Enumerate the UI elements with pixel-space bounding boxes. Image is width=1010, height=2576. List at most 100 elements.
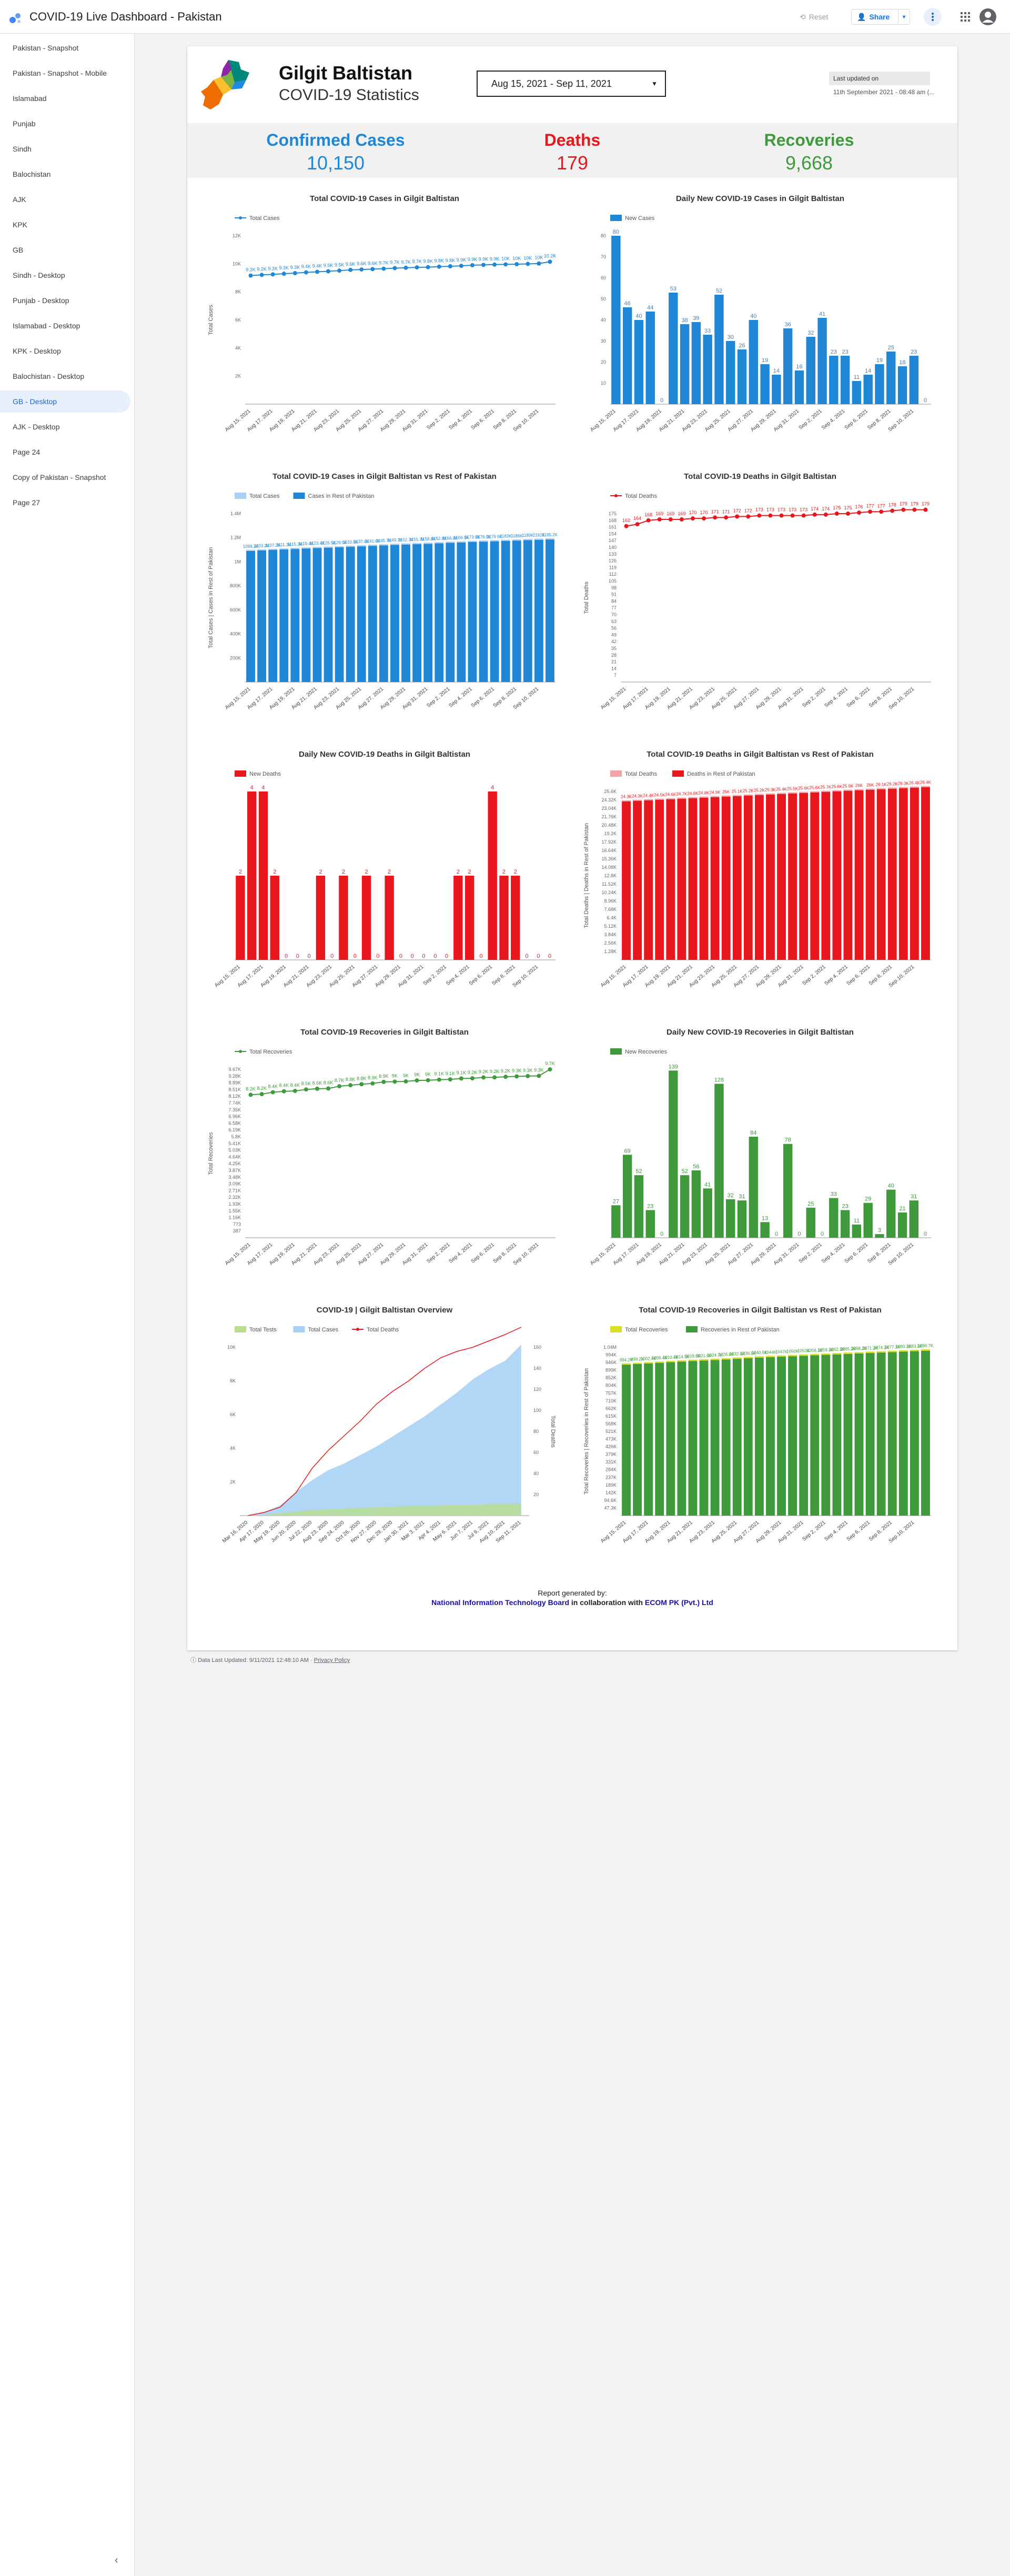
bar-label: 2 xyxy=(342,869,345,875)
more-options-icon[interactable] xyxy=(924,8,942,26)
last-updated-label: Last updated on xyxy=(829,72,930,85)
nav-item-copy-of-pakistan-snapshot[interactable]: Copy of Pakistan - Snapshot xyxy=(13,473,106,482)
nav-item-gb[interactable]: GB xyxy=(13,246,24,254)
data-label: 9.2K xyxy=(501,1068,511,1074)
recoveries-vs-rest-chart[interactable]: Total COVID-19 Recoveries in Gilgit Balt… xyxy=(579,1300,942,1563)
y-tick-label: 800K xyxy=(230,583,241,588)
y-tick-label: 119 xyxy=(609,565,617,570)
bar-rest xyxy=(699,1360,709,1516)
deaths-vs-rest-chart[interactable]: Total COVID-19 Deaths in Gilgit Baltista… xyxy=(579,744,942,1007)
date-range-control[interactable]: Aug 15, 2021 - Sep 11, 2021 ▼ xyxy=(477,71,666,97)
apps-grid-icon[interactable] xyxy=(956,8,974,26)
bar-label: 2 xyxy=(319,869,322,875)
total-recoveries-chart[interactable]: Total COVID-19 Recoveries in Gilgit Balt… xyxy=(203,1022,566,1285)
bar-label: 1062.1K xyxy=(829,1347,845,1352)
bar-region xyxy=(910,786,919,788)
reset-button[interactable]: ⟲ Reset xyxy=(794,9,839,25)
cases-vs-rest-chart[interactable]: Total COVID-19 Cases in Gilgit Baltistan… xyxy=(203,466,566,729)
bar-region xyxy=(379,544,388,546)
nav-item-ajk[interactable]: AJK xyxy=(13,195,26,204)
privacy-policy-link[interactable]: Privacy Policy xyxy=(314,1657,350,1663)
share-dropdown-chevron-icon[interactable]: ▾ xyxy=(898,9,910,24)
ecom-link[interactable]: ECOM PK (Pvt.) Ltd xyxy=(644,1598,713,1607)
legend-label: Total Tests xyxy=(249,1327,277,1333)
data-label: 177 xyxy=(877,503,885,508)
nav-item-islamabad-desktop[interactable]: Islamabad - Desktop xyxy=(13,322,80,330)
bar-label: 0 xyxy=(308,953,311,959)
nav-item-pakistan-snapshot[interactable]: Pakistan - Snapshot xyxy=(13,44,79,52)
nav-item-pakistan-snapshot-mobile[interactable]: Pakistan - Snapshot - Mobile xyxy=(13,69,107,77)
collapse-sidebar-chevron-icon[interactable]: ‹ xyxy=(115,2554,118,2566)
report-canvas: Gilgit Baltistan COVID-19 Statistics Aug… xyxy=(187,46,957,1650)
bar-label: 52 xyxy=(681,1168,688,1175)
bar-label: 40 xyxy=(635,313,642,319)
bar-region xyxy=(390,544,399,545)
bar-label: 1050K xyxy=(786,1349,799,1354)
series-line xyxy=(250,261,550,276)
x-tick-label: Sep 6, 2021 xyxy=(846,964,872,987)
nav-item-ajk-desktop[interactable]: AJK - Desktop xyxy=(13,423,60,431)
nav-item-kpk[interactable]: KPK xyxy=(13,220,28,229)
bar-rest xyxy=(401,544,410,682)
data-label: 9.1K xyxy=(434,1071,444,1077)
nav-item-punjab-desktop[interactable]: Punjab - Desktop xyxy=(13,296,69,305)
nav-item-page-27[interactable]: Page 27 xyxy=(13,498,41,507)
bar-label: 0 xyxy=(399,953,402,959)
nav-item-page-24[interactable]: Page 24 xyxy=(13,448,41,456)
bar-label: 1192K xyxy=(533,533,545,538)
nav-item-balochistan[interactable]: Balochistan xyxy=(13,170,51,178)
overview-chart[interactable]: COVID-19 | Gilgit Baltistan Overview Tota… xyxy=(203,1300,566,1563)
bar-label: 0 xyxy=(797,1231,801,1237)
data-point xyxy=(790,513,795,518)
bar-region xyxy=(876,1351,886,1353)
y-tick-label: 1.55K xyxy=(228,1208,241,1214)
bar-label: 1158.8K xyxy=(420,537,436,542)
bar-label: 1071.2K xyxy=(862,1346,878,1350)
data-point xyxy=(845,512,850,516)
x-tick-label: Sep 2, 2021 xyxy=(798,1242,824,1265)
nav-item-balochistan-desktop[interactable]: Balochistan - Desktop xyxy=(13,372,85,380)
share-button[interactable]: 👤 Share ▾ xyxy=(851,9,910,25)
bar-rest xyxy=(446,543,455,682)
data-label: 8.6K xyxy=(312,1080,322,1086)
bar-region xyxy=(732,1357,742,1359)
data-label: 173 xyxy=(800,507,807,513)
daily-cases-chart[interactable]: Daily New COVID-19 Cases in Gilgit Balti… xyxy=(579,188,942,452)
bar-label: 40 xyxy=(750,313,756,319)
cases-area xyxy=(248,1345,521,1516)
bar-label: 4 xyxy=(261,785,265,791)
legend-swatch xyxy=(610,1326,622,1332)
data-label: 9.7K xyxy=(390,260,400,265)
data-label: 8.2K xyxy=(246,1086,256,1091)
bar-label: 1006.4K xyxy=(652,1356,668,1360)
recoveries-scorecard: Recoveries 9,668 xyxy=(704,131,914,174)
data-point xyxy=(426,1078,430,1082)
data-point xyxy=(702,516,706,521)
nav-item-kpk-desktop[interactable]: KPK - Desktop xyxy=(13,347,61,355)
bar-label: 1032.8K xyxy=(729,1352,745,1357)
nitb-link[interactable]: National Information Technology Board xyxy=(431,1598,570,1607)
nav-item-gb-desktop[interactable]: GB - Desktop xyxy=(0,390,130,413)
y-tick-label: 126 xyxy=(609,558,617,564)
nav-item-islamabad[interactable]: Islamabad xyxy=(13,94,47,103)
y-tick-label: 7.74K xyxy=(228,1100,241,1106)
bar-region xyxy=(457,541,466,543)
data-label: 9.5K xyxy=(335,262,345,267)
total-cases-chart[interactable]: Total COVID-19 Cases in Gilgit Baltistan… xyxy=(203,188,566,452)
bar-label: 1169.9K xyxy=(453,536,469,540)
daily-recoveries-chart[interactable]: Daily New COVID-19 Recoveries in Gilgit … xyxy=(579,1022,942,1285)
looker-studio-logo-icon[interactable] xyxy=(8,11,22,27)
data-updated-text: Data Last Updated: 9/11/2021 12:48:10 AM xyxy=(198,1657,309,1663)
y-tick-label: 852K xyxy=(605,1375,617,1380)
nav-item-punjab[interactable]: Punjab xyxy=(13,119,36,128)
bar-region xyxy=(898,1350,908,1352)
account-avatar-icon[interactable] xyxy=(977,6,998,27)
nav-item-sindh[interactable]: Sindh xyxy=(13,145,32,153)
total-deaths-chart[interactable]: Total COVID-19 Deaths in Gilgit Baltista… xyxy=(579,466,942,729)
y-tick-label: 331K xyxy=(605,1459,617,1465)
nav-item-sindh-desktop[interactable]: Sindh - Desktop xyxy=(13,271,65,279)
y-right-tick-label: 120 xyxy=(533,1387,541,1392)
data-label: 179 xyxy=(922,502,930,507)
bar xyxy=(339,876,348,960)
daily-deaths-chart[interactable]: Daily New COVID-19 Deaths in Gilgit Balt… xyxy=(203,744,566,1007)
